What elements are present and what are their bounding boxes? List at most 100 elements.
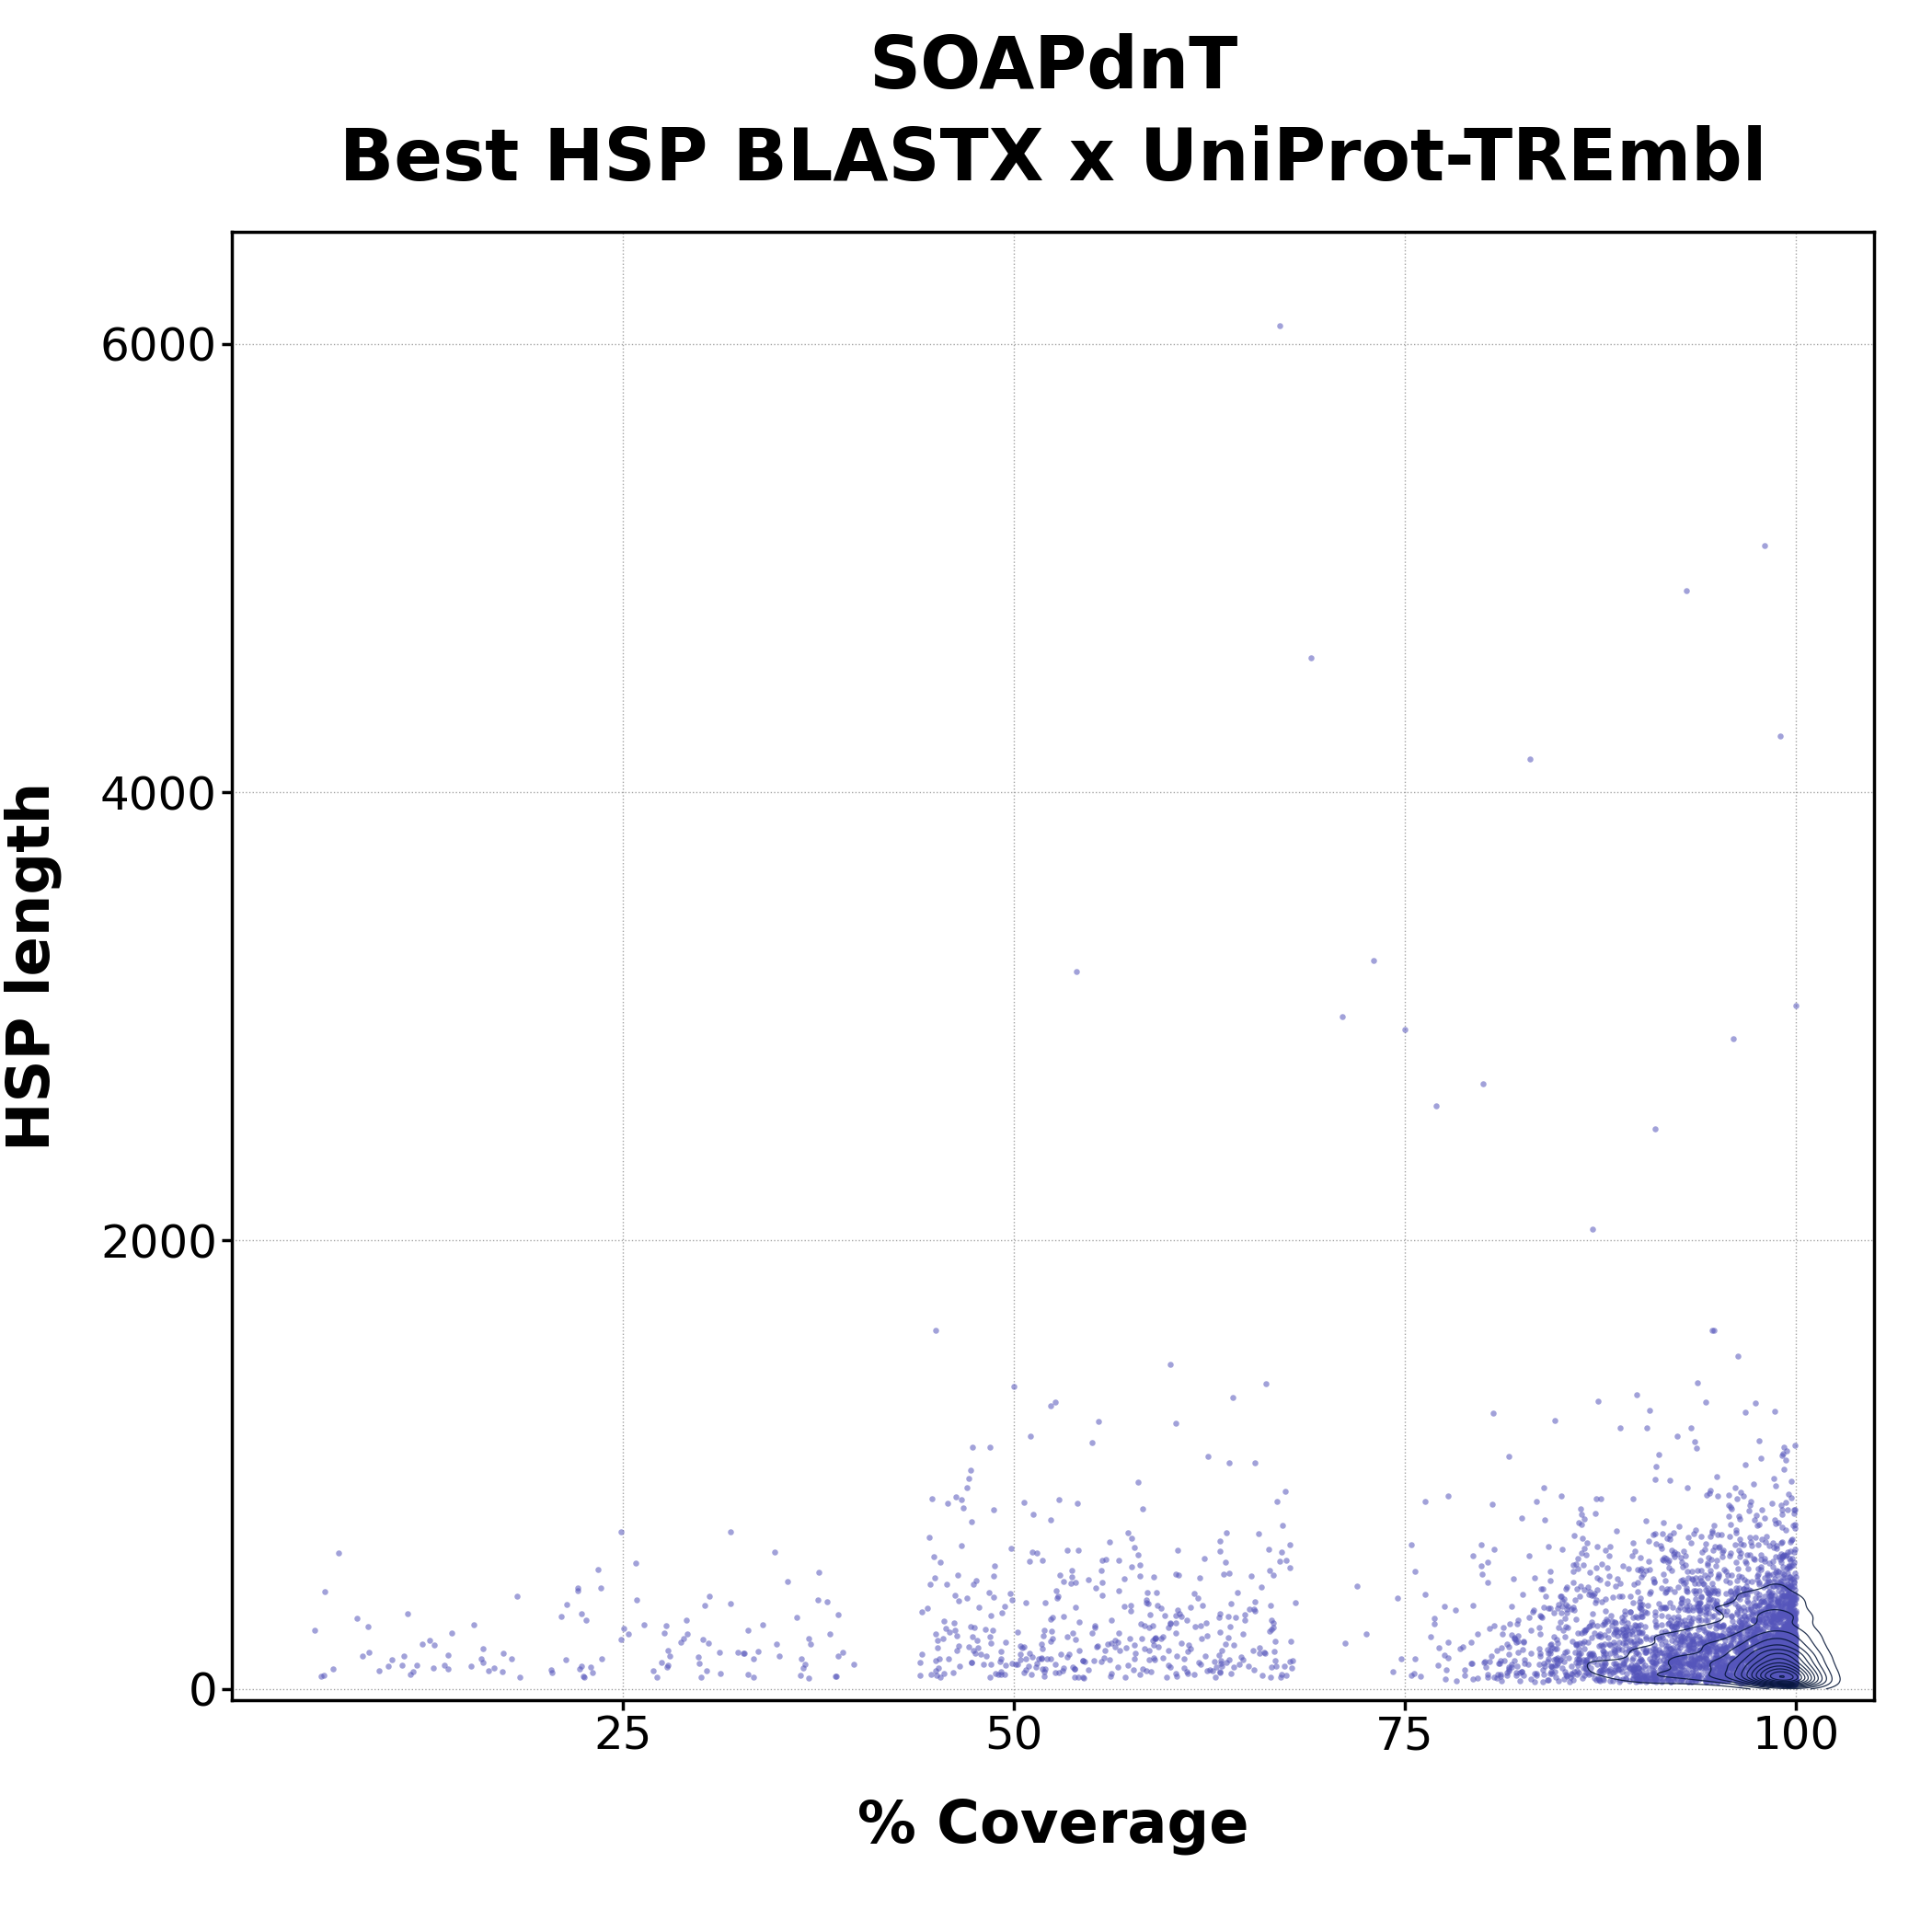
Point [1760, 1627, 1791, 1658]
Point [1588, 1650, 1619, 1681]
Point [1770, 1602, 1801, 1633]
Point [1770, 1625, 1801, 1656]
Point [1758, 1623, 1789, 1654]
Point [1776, 1652, 1806, 1683]
Point [1768, 1665, 1799, 1696]
Point [1708, 1662, 1739, 1692]
Point [1580, 1484, 1611, 1515]
Point [1735, 1646, 1766, 1677]
Point [1457, 1590, 1488, 1621]
Point [1774, 1611, 1804, 1642]
Point [1756, 1636, 1787, 1667]
Point [1768, 1660, 1799, 1690]
Point [1777, 1646, 1808, 1677]
Point [1716, 1654, 1747, 1685]
Point [1758, 1650, 1789, 1681]
Point [1719, 1611, 1750, 1642]
Point [1779, 1660, 1810, 1690]
Point [1766, 1621, 1797, 1652]
Point [1739, 1646, 1770, 1677]
Point [1652, 1656, 1683, 1687]
Point [1671, 1573, 1702, 1604]
Point [1779, 1665, 1810, 1696]
Point [1760, 1605, 1791, 1636]
Point [1776, 1636, 1806, 1667]
Point [1698, 1646, 1729, 1677]
Point [1770, 1611, 1801, 1642]
Point [1776, 1598, 1806, 1629]
Point [1667, 1640, 1698, 1671]
Point [1055, 1569, 1086, 1600]
Point [1685, 1594, 1716, 1625]
Point [985, 1656, 1016, 1687]
Point [1648, 1623, 1679, 1654]
Point [1743, 1590, 1774, 1621]
Point [1756, 1596, 1787, 1627]
Point [1725, 1623, 1756, 1654]
Point [1764, 1605, 1795, 1636]
Point [1161, 1594, 1192, 1625]
Point [1698, 1509, 1729, 1540]
Point [1567, 1549, 1598, 1580]
Point [1710, 1625, 1741, 1656]
Point [1646, 1636, 1677, 1667]
Point [1700, 1609, 1731, 1640]
Point [1663, 1646, 1694, 1677]
Point [1774, 1638, 1804, 1669]
Point [904, 1646, 935, 1677]
Point [1762, 1648, 1793, 1679]
Point [1750, 1607, 1781, 1638]
Point [1752, 1648, 1783, 1679]
Point [1770, 1652, 1801, 1683]
Point [1685, 1520, 1716, 1551]
Point [1774, 1662, 1804, 1692]
Point [1731, 1665, 1762, 1696]
Point [1667, 1582, 1698, 1613]
Point [1679, 1662, 1710, 1692]
Point [1557, 1549, 1588, 1580]
Point [1779, 1627, 1810, 1658]
Point [1679, 1648, 1710, 1679]
Point [1774, 1663, 1804, 1694]
Point [1652, 1617, 1683, 1648]
Point [1594, 1654, 1625, 1685]
Point [1646, 1652, 1677, 1683]
Point [1594, 1656, 1625, 1687]
Point [1727, 1634, 1758, 1665]
Point [1710, 1652, 1741, 1683]
Point [1768, 1665, 1799, 1696]
Point [1016, 1642, 1047, 1673]
Point [1687, 1660, 1718, 1690]
Point [1507, 1578, 1538, 1609]
Point [1770, 1580, 1801, 1611]
Point [1005, 1631, 1036, 1662]
Point [1752, 1646, 1783, 1677]
Point [1777, 1580, 1808, 1611]
Point [1777, 1563, 1808, 1594]
Point [1762, 1660, 1793, 1690]
Point [1605, 1634, 1636, 1665]
Point [1615, 1625, 1646, 1656]
Point [1754, 1611, 1785, 1642]
Point [1754, 1619, 1785, 1650]
Point [1743, 1646, 1774, 1677]
Point [1712, 1652, 1743, 1683]
Point [1265, 1660, 1296, 1690]
Point [1772, 1636, 1803, 1667]
Point [1766, 1640, 1797, 1671]
Point [1080, 1613, 1111, 1644]
Point [1772, 1662, 1803, 1692]
Point [1779, 1660, 1810, 1690]
Point [1776, 1561, 1806, 1592]
Point [1779, 1582, 1810, 1613]
Point [363, 1656, 394, 1687]
Point [1534, 1555, 1565, 1586]
Point [1445, 1633, 1476, 1663]
Point [1779, 1662, 1810, 1692]
Point [1764, 1594, 1795, 1625]
Point [1586, 1484, 1617, 1515]
Point [1779, 1615, 1810, 1646]
Point [1756, 1660, 1787, 1690]
Point [1776, 1642, 1806, 1673]
Point [1505, 1658, 1536, 1689]
